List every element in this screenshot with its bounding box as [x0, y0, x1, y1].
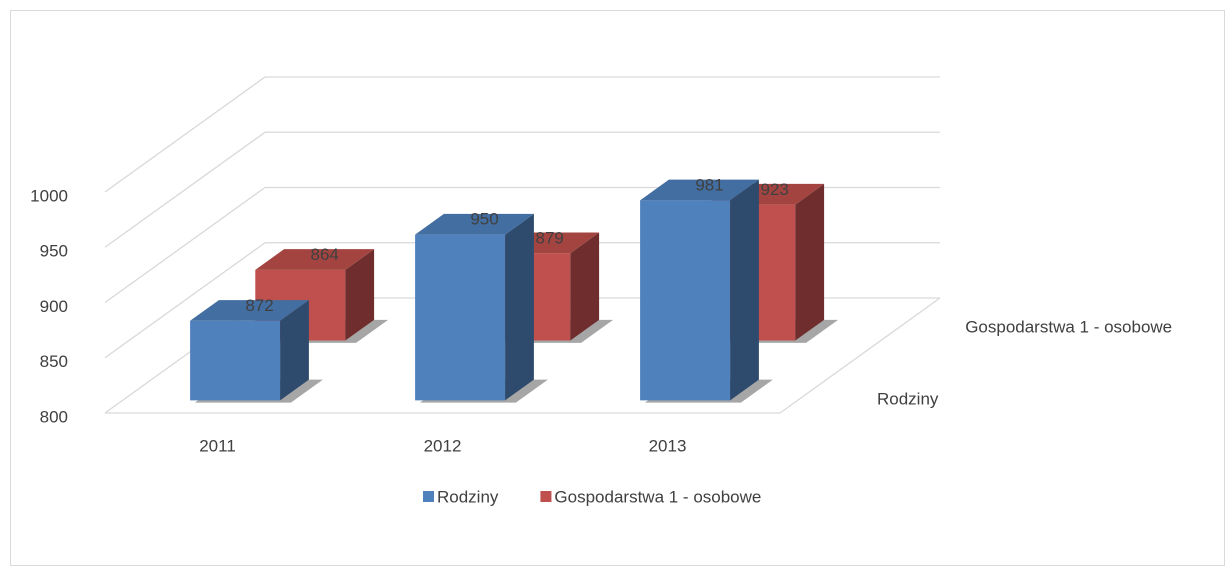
bar-top [255, 249, 375, 270]
bar [415, 213, 548, 403]
depth-label: Gospodarstwa 1 - osobowe [965, 318, 1172, 337]
legend-label: Rodziny [437, 487, 499, 506]
bar [190, 300, 323, 403]
x-tick-label: 2011 [199, 436, 236, 455]
bar-side [795, 183, 825, 341]
x-tick-label: 2013 [649, 436, 687, 455]
floor-edge [105, 297, 941, 414]
x-tick-label: 2012 [424, 436, 462, 455]
chart-border [10, 10, 1225, 566]
bar-top [190, 300, 309, 321]
depth-label: Rodziny [877, 389, 939, 408]
y-tick-label: 1000 [30, 186, 68, 205]
data-label: 981 [695, 175, 723, 194]
bar-side [570, 232, 600, 341]
y-tick-label: 800 [40, 407, 68, 426]
bar-top [415, 213, 534, 235]
bar-side [280, 300, 309, 401]
y-tick-label: 850 [40, 352, 68, 371]
grid-line [104, 76, 940, 193]
legend-swatch [540, 491, 552, 502]
data-label: 864 [311, 245, 339, 264]
grid-line [104, 131, 940, 248]
y-tick-label: 950 [40, 242, 68, 261]
bar-front [415, 234, 506, 401]
bar-side [730, 179, 759, 401]
data-label: 923 [761, 180, 789, 199]
data-label: 879 [536, 228, 564, 247]
bar-front [190, 320, 281, 401]
bar-front [640, 200, 731, 401]
data-label: 872 [245, 296, 273, 315]
bar-side [345, 249, 375, 341]
legend-swatch [423, 491, 434, 502]
legend-label: Gospodarstwa 1 - osobowe [554, 487, 761, 506]
y-tick-label: 900 [40, 297, 68, 316]
bar [640, 179, 773, 403]
data-label: 950 [470, 210, 498, 229]
bar-side [505, 213, 534, 401]
bar-top [640, 179, 759, 201]
